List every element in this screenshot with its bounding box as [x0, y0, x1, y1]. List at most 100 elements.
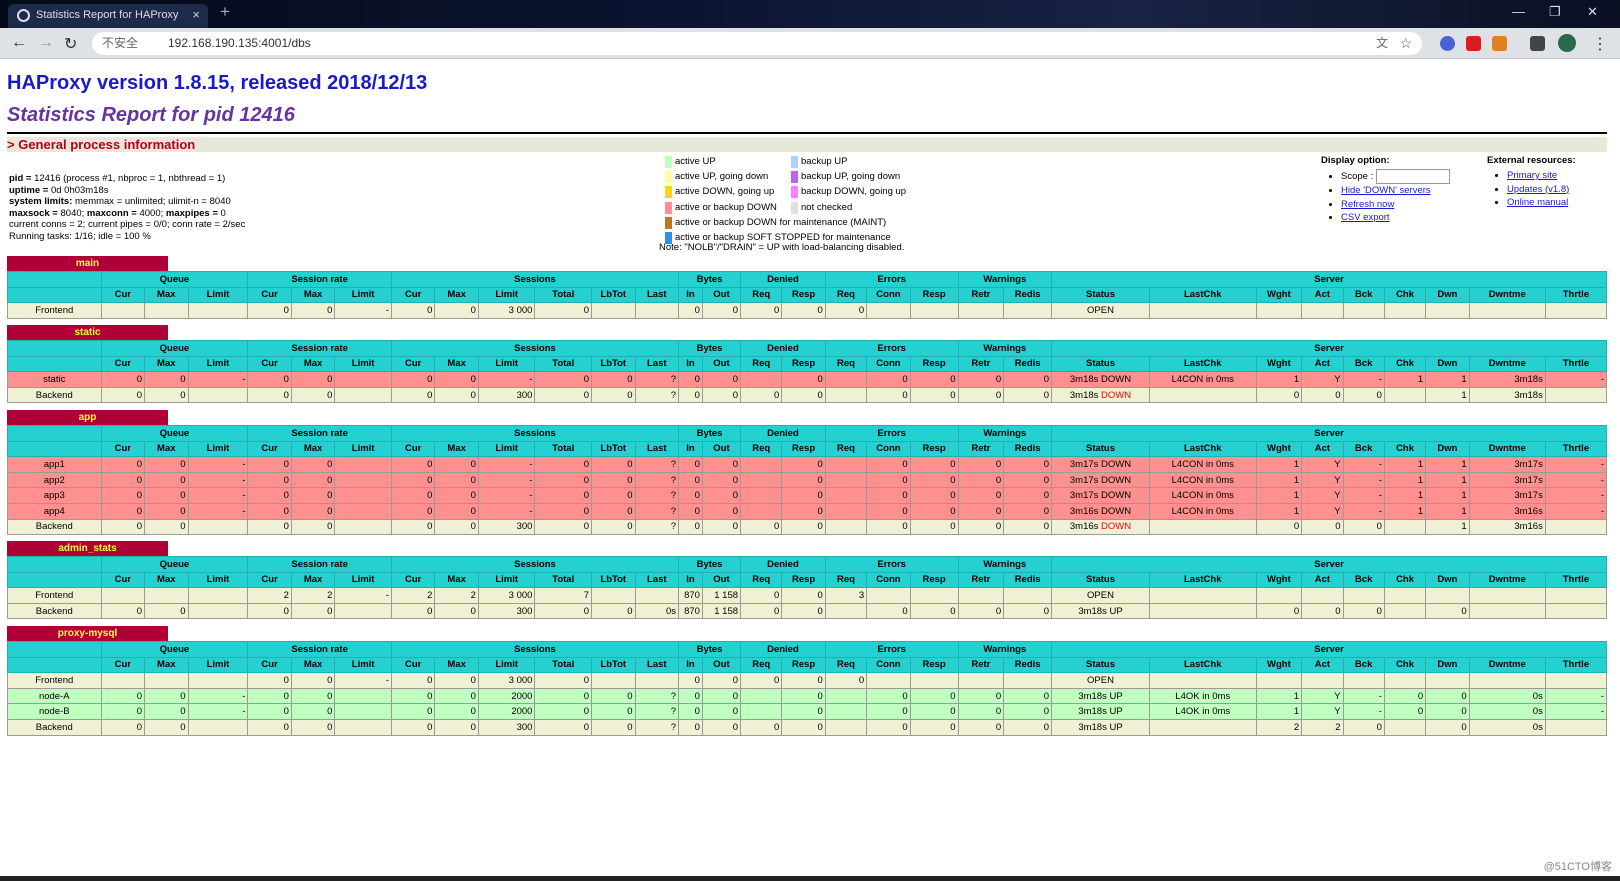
table-cell [334, 502, 392, 520]
extension-icon[interactable] [1492, 36, 1507, 51]
table-cell: 0 [591, 687, 636, 705]
row-name[interactable]: app4 [7, 502, 102, 520]
translate-icon[interactable]: 文 [1375, 36, 1388, 50]
info-value: 12416 (process #1, nbproc = 1, nbthread … [34, 173, 226, 184]
column-header: Max [144, 440, 189, 458]
table-cell: 0 [144, 687, 189, 705]
address-bar[interactable]: 不安全 192.168.190.135:4001/dbs 文 ☆ [92, 32, 1422, 55]
group-header: Denied [740, 641, 826, 658]
table-cell: - [1342, 371, 1385, 388]
column-header: Limit [477, 286, 536, 304]
new-tab-icon[interactable]: + [220, 2, 230, 21]
online-manual-link[interactable]: Online manual [1507, 197, 1569, 209]
table-cell: - [1544, 471, 1608, 489]
table-cell: 0 [1342, 386, 1385, 404]
table-cell: 0 [290, 518, 336, 536]
table-cell [1383, 602, 1427, 620]
extension-icon[interactable] [1466, 36, 1481, 51]
key-icon[interactable] [1530, 36, 1545, 51]
table-cell: 0 [100, 718, 146, 736]
bookmark-star-icon[interactable]: ☆ [1399, 35, 1412, 51]
table-cell [1544, 518, 1608, 536]
row-name[interactable]: node-B [7, 703, 102, 720]
legend-item: backup DOWN, going up [791, 184, 921, 199]
table-cell: ? [634, 386, 680, 404]
group-header-row: Queue Session rate Sessions Bytes Denied Erro… [7, 556, 1607, 573]
column-header: Last [634, 355, 680, 373]
haproxy-favicon-icon [17, 9, 30, 22]
table-cell: - [1544, 487, 1608, 504]
proxy-name-proxy-mysql[interactable]: proxy-mysql [7, 626, 168, 641]
row-name[interactable]: static [7, 371, 102, 388]
column-header: Status [1051, 656, 1150, 674]
primary-site-link[interactable]: Primary site [1507, 170, 1558, 181]
close-window-icon[interactable]: ✕ [1587, 4, 1598, 19]
table-row: app1 0 0-0 0 0 0-0 0? 0 0 0 0 0 0 0 3m17s DOWN L4CON in… [7, 456, 1608, 473]
scope-input[interactable] [1375, 169, 1450, 184]
row-name[interactable]: app3 [7, 487, 102, 504]
tab-close-icon[interactable]: × [192, 7, 200, 22]
table-cell: 3m18s DOWN [1051, 371, 1150, 388]
minimize-icon[interactable]: — [1512, 4, 1525, 19]
table-cell: 0 [1383, 687, 1427, 705]
row-name[interactable]: Backend [7, 718, 102, 736]
table-cell: 0 [909, 703, 959, 720]
row-name[interactable]: node-A [7, 687, 102, 705]
browser-tab[interactable]: Statistics Report for HAProxy × [8, 4, 208, 28]
row-name[interactable]: Frontend [7, 302, 102, 319]
proxy-name-admin_stats[interactable]: admin_stats [7, 541, 168, 556]
table-cell [1301, 587, 1344, 604]
csv-export-link[interactable]: CSV export [1341, 212, 1390, 224]
proxy-name-app[interactable]: app [7, 410, 168, 425]
row-name[interactable]: Backend [7, 602, 102, 620]
legend-left: active UP active UP, going down active DOW… [665, 154, 915, 245]
proxy-name-static[interactable]: static [7, 325, 168, 340]
row-name[interactable]: Backend [7, 518, 102, 536]
url-text[interactable]: 192.168.190.135:4001/dbs [168, 36, 311, 50]
extension-icon[interactable] [1440, 36, 1455, 51]
menu-icon[interactable]: ⋮ [1592, 36, 1608, 53]
back-icon[interactable]: ← [11, 34, 27, 51]
header-cell [7, 340, 102, 357]
forward-icon[interactable]: → [38, 34, 54, 51]
column-header: LastChk [1148, 355, 1257, 373]
info-value: 8040; [60, 207, 87, 219]
table-cell: 0 [144, 456, 189, 473]
hide-down-servers-link[interactable]: Hide 'DOWN' servers [1341, 185, 1431, 196]
table-cell: Y [1301, 471, 1344, 489]
column-header: Cur [390, 571, 436, 589]
table-cell: 3m18s UP [1051, 718, 1150, 736]
group-header: Denied [740, 271, 826, 288]
maximize-icon[interactable]: ❐ [1549, 4, 1561, 19]
row-name[interactable]: Frontend [7, 672, 102, 689]
table-cell: 0 [740, 602, 783, 620]
column-header: Out [701, 286, 742, 304]
table-cell: - [187, 487, 249, 504]
table-cell: ? [634, 687, 680, 705]
table-cell: 0 [909, 386, 959, 404]
reload-icon[interactable]: ↻ [64, 36, 78, 53]
status-down: DOWN [1101, 389, 1132, 401]
not-secure-label[interactable]: 不安全 [102, 36, 139, 50]
group-header: Warnings [957, 271, 1053, 288]
row-name[interactable]: Backend [7, 386, 102, 404]
refresh-now-link[interactable]: Refresh now [1341, 198, 1395, 210]
table-cell [334, 687, 392, 705]
column-header: Cur [100, 286, 146, 304]
column-header: Conn [866, 571, 911, 589]
proxy-name-main[interactable]: main [7, 256, 168, 271]
table-cell: 0 [390, 502, 436, 520]
column-header: Resp [909, 440, 959, 458]
table-cell: 3m16s [1468, 502, 1546, 520]
profile-avatar[interactable] [1558, 34, 1576, 52]
table-cell [187, 718, 249, 736]
row-name[interactable]: Frontend [7, 587, 102, 604]
column-header: Req [824, 656, 868, 674]
column-header: Max [434, 286, 479, 304]
row-name[interactable]: app2 [7, 471, 102, 489]
updates-link[interactable]: Updates (v1.8) [1507, 183, 1570, 195]
row-name[interactable]: app1 [7, 456, 102, 473]
column-header: Last [634, 440, 680, 458]
table-cell: ? [634, 502, 680, 520]
table-cell: 3m18s [1468, 371, 1546, 388]
